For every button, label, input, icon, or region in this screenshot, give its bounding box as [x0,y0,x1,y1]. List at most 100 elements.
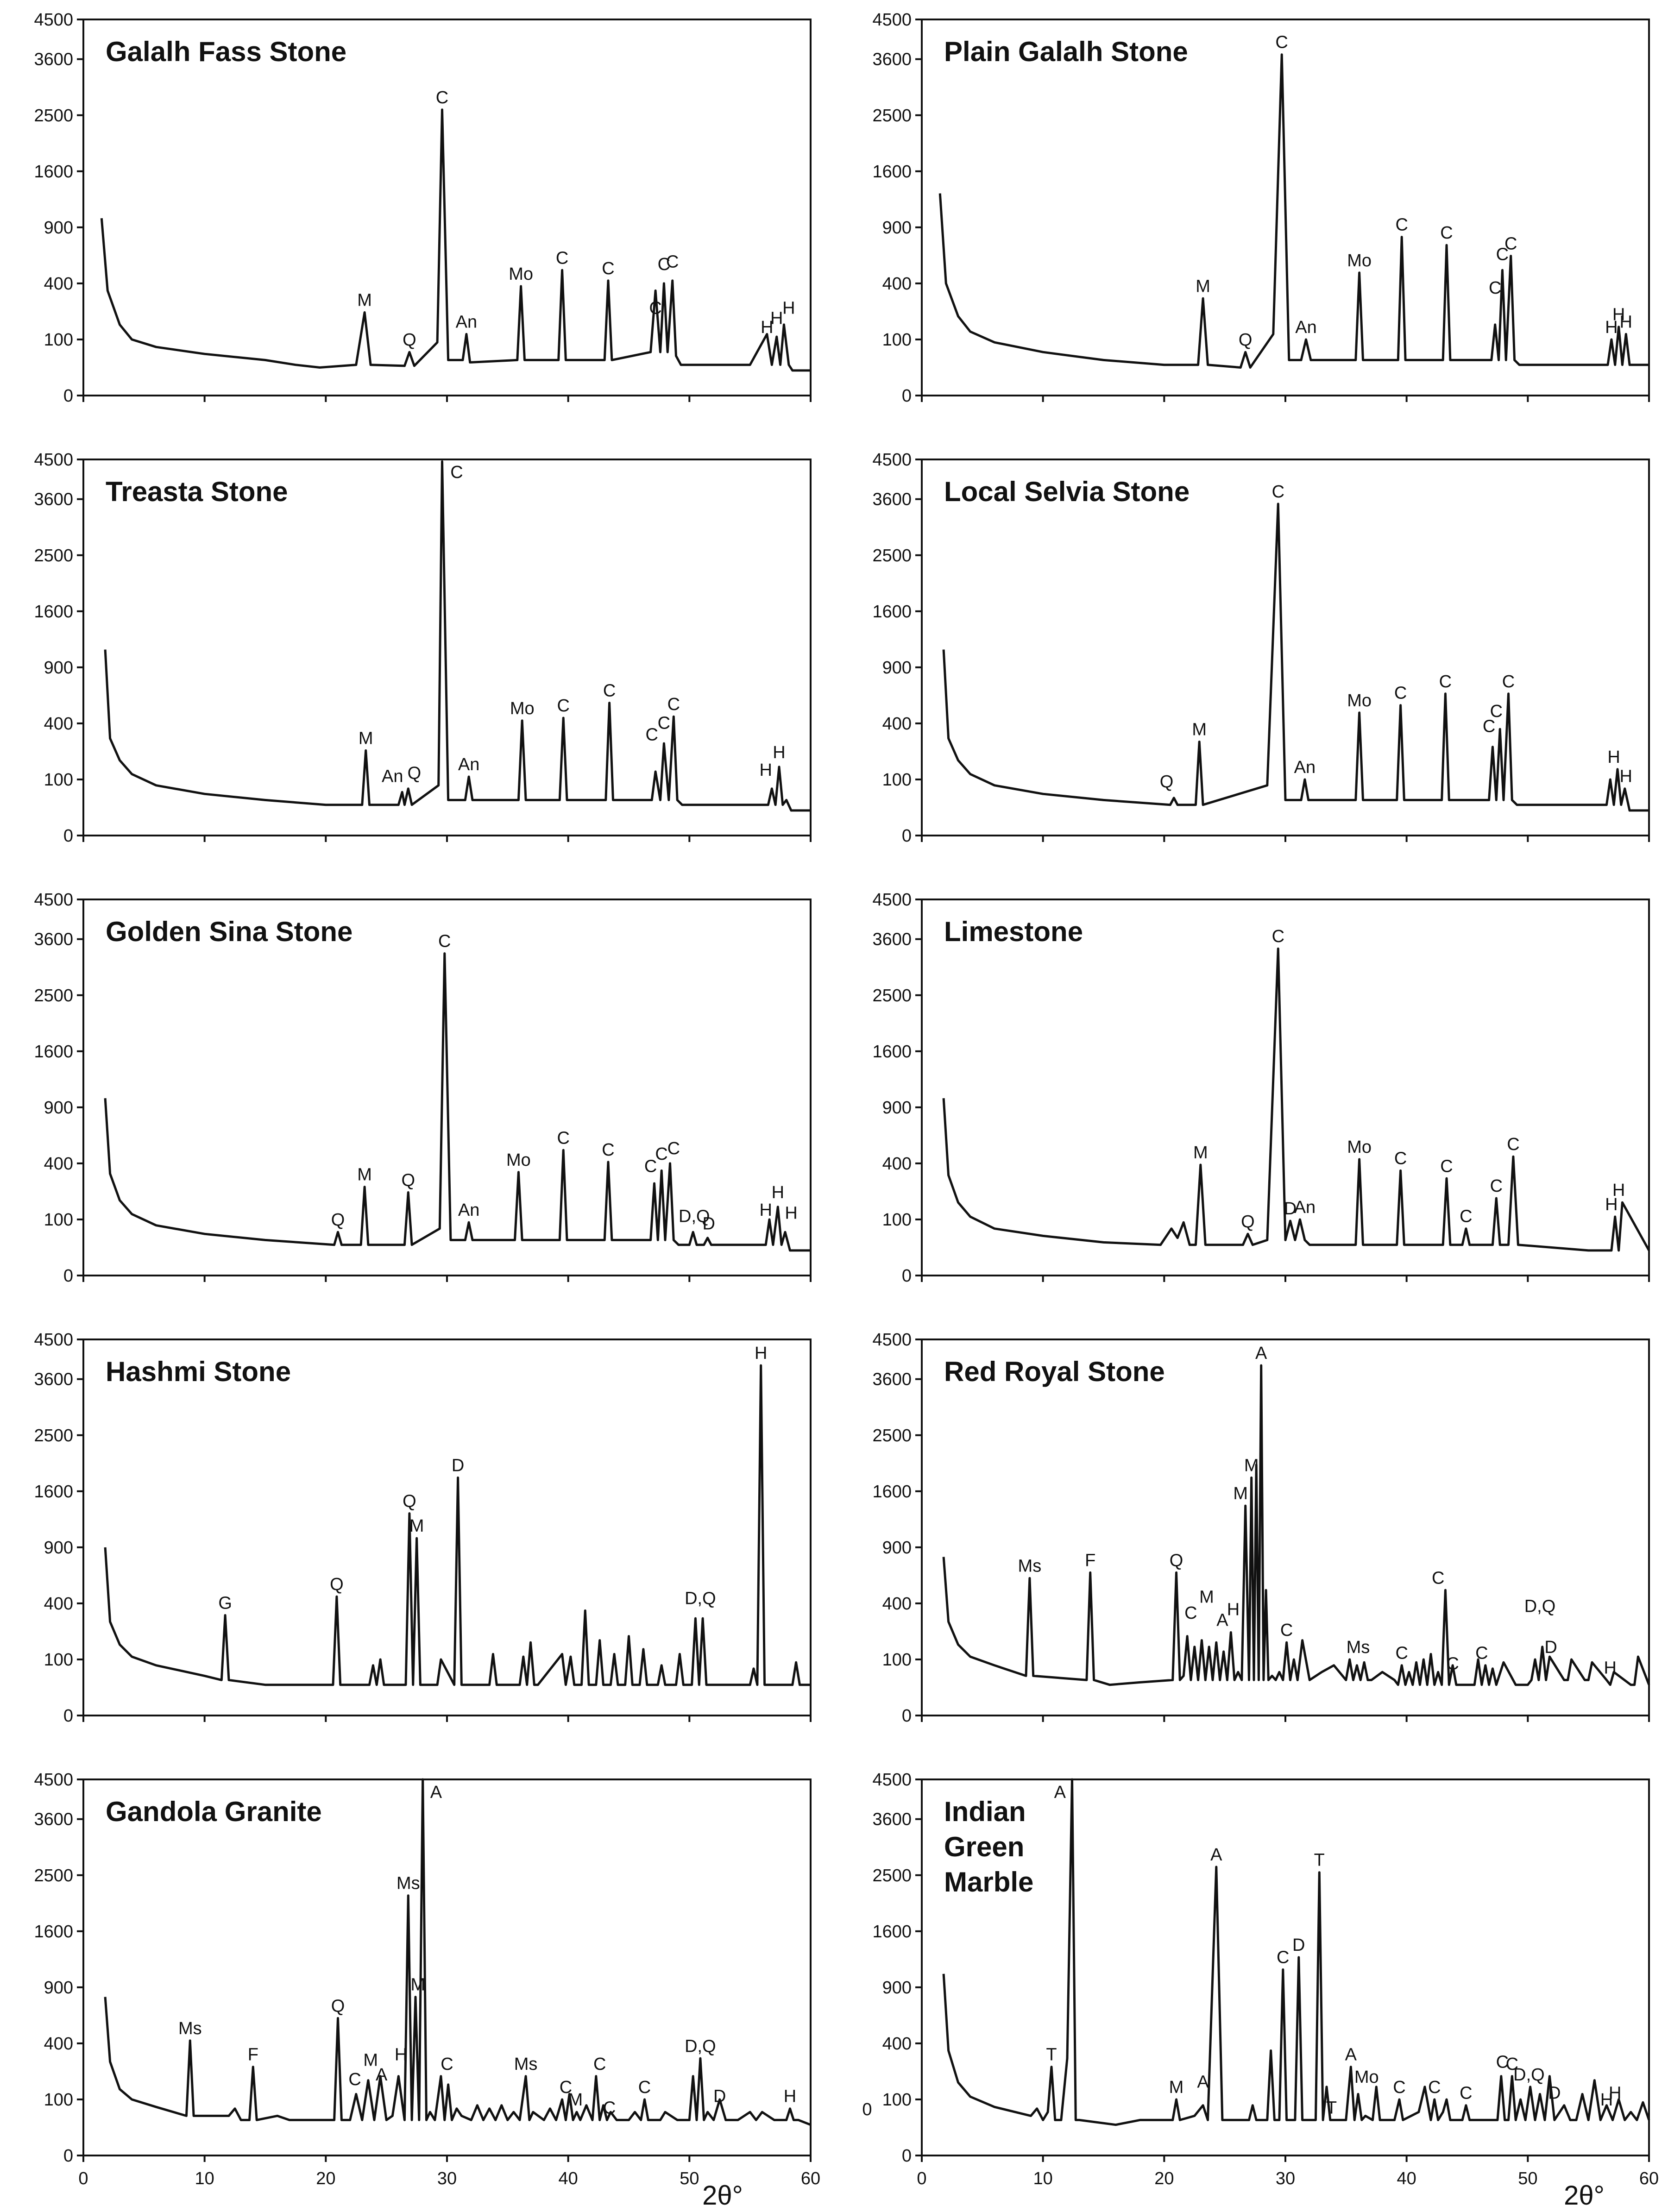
peak-label: C [1475,1644,1488,1663]
diffraction-trace [942,1778,1650,2126]
peak-label: M [1196,276,1210,296]
x-tick-label: 30 [1276,2169,1295,2188]
peak-label: Mo [1347,251,1372,270]
y-tick-label: 2500 [872,1866,912,1885]
peak-label: C [438,932,451,951]
peak-label: A [1210,1845,1222,1865]
peak-label: C [1460,1207,1472,1226]
peak-label: H [1620,767,1632,786]
y-tick-label: 900 [44,658,73,678]
peak-label: D,Q [685,1589,716,1609]
x-tick-label: 60 [1639,2169,1659,2188]
y-tick-label: 400 [44,714,73,734]
peak-label: D [1284,1199,1297,1219]
y-tick-label: 4500 [872,10,912,30]
diffraction-trace [104,952,811,1252]
peak-label: C [667,695,680,714]
peak-label: A [1345,2045,1357,2065]
peak-label: C [556,248,568,268]
diffraction-trace [942,947,1650,1252]
peak-label: Q [403,1492,416,1511]
xrd-panel: 0 100 400 900 1600 2500 3600 4500 Limestone M Q C DA… [872,890,1650,1286]
peak-label: A [1197,2072,1209,2092]
peak-label: C [602,259,614,278]
peak-label: H [1609,2084,1621,2103]
panel-title: Green [944,1831,1024,1862]
peak-label: C [1395,1644,1408,1663]
peak-label: C [1428,2078,1441,2097]
peak-label: M [1199,1587,1214,1607]
y-tick-label: 1600 [34,1042,73,1062]
x-tick-label: 10 [195,2169,214,2188]
peak-label: M [1169,2078,1184,2097]
peak-label: Q [331,1210,345,1230]
y-tick-label: 100 [44,1210,73,1230]
y-tick-label: 0 [63,826,73,846]
peak-label: H [1612,305,1625,325]
peak-label: D [1548,2084,1561,2103]
peak-label: C [441,2055,453,2074]
peak-label: M [568,2090,583,2110]
y-tick-label: 3600 [872,490,912,509]
y-tick-label: 400 [882,274,912,294]
y-tick-label: 900 [882,1538,912,1558]
peak-label: M [410,1975,425,1995]
peak-label: D [702,1214,715,1233]
peak-label: C [1272,482,1284,502]
peak-label: C [1394,684,1407,703]
peak-label: C [1490,702,1503,721]
peak-label: Q [1160,772,1174,792]
diffraction-trace [942,503,1649,812]
peak-label: Mo [510,699,535,718]
peak-label: D,Q [1513,2065,1545,2085]
peak-label: C [666,252,679,272]
peak-label: C [1277,1948,1289,1967]
peak-label: C [436,88,448,107]
peak-label: C [602,1140,614,1160]
y-tick-label: 2500 [872,1426,912,1445]
xrd-panel: 0 100 400 900 1600 2500 3600 4500 Galalh Fass St… [34,10,812,406]
panel-title: Galalh Fass Stone [106,36,346,67]
y-tick-label: 0 [902,1706,912,1726]
peak-label: C [1496,245,1509,264]
y-tick-label: 400 [882,1594,912,1614]
peak-label: H [1612,1181,1625,1200]
y-tick-label: 3600 [872,1370,912,1389]
y-tick-label: 900 [882,1098,912,1118]
peak-label: C [1496,2053,1509,2072]
peak-label: C [1439,672,1452,691]
peak-label: H [773,743,785,762]
peak-label: An [456,312,477,332]
peak-label: An [458,1200,479,1220]
peak-label: C [645,725,658,745]
peak-label: M [359,729,373,748]
y-tick-label: 1600 [872,162,912,182]
diffraction-trace [100,108,811,372]
y-tick-label: 2500 [34,106,73,126]
peak-label: Ms [514,2055,538,2074]
y-tick-label: 900 [44,218,73,238]
peak-label: C [1432,1568,1444,1588]
y-tick-label: 1600 [34,162,73,182]
x-tick-label: 60 [801,2169,820,2188]
peak-label: Q [408,764,422,783]
peak-label: D [452,1456,464,1475]
peak-label: Ms [1347,1638,1370,1657]
diffraction-trace [942,1364,1650,1686]
peak-label: H [1227,1600,1240,1619]
peak-label: C [560,2078,572,2097]
x-tick-label: 0 [78,2169,88,2188]
peak-label: C [655,1144,667,1164]
x-tick-label: 20 [1154,2169,1174,2188]
peak-label: Q [1241,1212,1255,1232]
y-tick-label: 3600 [34,50,73,69]
peak-label: C [1394,1149,1407,1169]
peak-label: H [759,1200,772,1220]
x-tick-label: 50 [1518,2169,1537,2188]
peak-label: C [557,1128,569,1148]
y-tick-label: 100 [44,770,73,790]
x-tick-label: 10 [1033,2169,1053,2188]
peak-label: C [1504,234,1517,254]
y-tick-label: 4500 [872,890,912,910]
